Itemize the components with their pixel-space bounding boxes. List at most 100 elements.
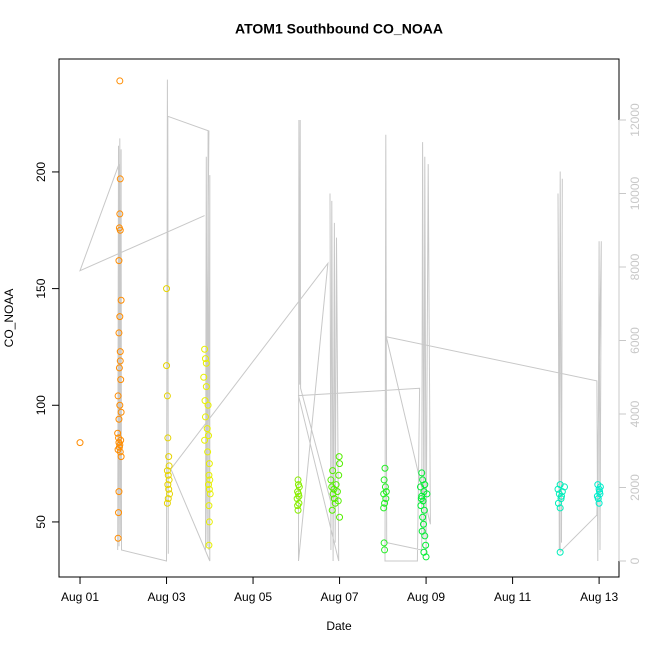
y2-tick-label: 8000 (628, 253, 642, 280)
point (200, 373, 208, 381)
point (164, 495, 172, 503)
point (417, 502, 425, 510)
point (163, 499, 171, 507)
y2-tick-label: 0 (628, 557, 642, 564)
point (557, 492, 565, 500)
point (201, 345, 209, 353)
x-tick-label: Aug 11 (494, 590, 531, 604)
point (204, 401, 212, 409)
point (116, 348, 124, 356)
point (556, 504, 564, 512)
y-tick-label: 150 (34, 278, 48, 298)
point (333, 488, 341, 496)
x-tick-label: Aug 05 (234, 590, 272, 604)
point (116, 448, 124, 456)
point (164, 471, 172, 479)
point (382, 495, 390, 503)
point (381, 499, 389, 507)
point (115, 257, 123, 265)
point (328, 506, 336, 514)
point (422, 541, 430, 549)
point (295, 492, 303, 500)
y2-tick-label: 12000 (628, 103, 642, 137)
x-tick-label: Aug 07 (321, 590, 359, 604)
point (334, 497, 342, 505)
point (596, 483, 604, 491)
x-tick-label: Aug 01 (61, 590, 99, 604)
point (114, 429, 122, 437)
point (116, 210, 124, 218)
point (205, 518, 213, 526)
x-tick-label: Aug 13 (580, 590, 618, 604)
point (163, 285, 171, 293)
point (117, 296, 125, 304)
point (419, 513, 427, 521)
x-axis-label: Date (326, 619, 352, 633)
point (163, 392, 171, 400)
point (381, 483, 389, 491)
point (163, 467, 171, 475)
point (327, 476, 335, 484)
point (116, 175, 124, 183)
point (115, 488, 123, 496)
point (556, 548, 564, 556)
point (335, 453, 343, 461)
point (417, 495, 425, 503)
point (203, 425, 211, 433)
point (204, 481, 212, 489)
point (595, 499, 603, 507)
point (381, 464, 389, 472)
point (117, 453, 125, 461)
point (335, 471, 343, 479)
point (205, 471, 213, 479)
point (205, 502, 213, 510)
point (382, 488, 390, 496)
y-tick-label: 200 (34, 162, 48, 182)
point (206, 476, 214, 484)
point (115, 329, 123, 337)
point (418, 469, 426, 477)
point (423, 490, 431, 498)
point (115, 364, 123, 372)
point (205, 460, 213, 468)
y-tick-label: 50 (34, 515, 48, 529)
point (380, 539, 388, 547)
point (204, 432, 212, 440)
point (117, 376, 125, 384)
point (114, 392, 122, 400)
point (330, 485, 338, 493)
point (421, 481, 429, 489)
point (205, 541, 213, 549)
point (116, 226, 124, 234)
point (115, 434, 123, 442)
point (202, 359, 210, 367)
y2-tick-label: 4000 (628, 400, 642, 427)
x-tick-label: Aug 09 (407, 590, 445, 604)
point (115, 443, 123, 451)
point (294, 506, 302, 514)
point (116, 313, 124, 321)
point (117, 436, 125, 444)
point (165, 476, 173, 484)
point (116, 401, 124, 409)
point (164, 434, 172, 442)
point (206, 490, 214, 498)
point (419, 520, 427, 528)
point (380, 504, 388, 512)
y-tick-label: 100 (34, 395, 48, 415)
point (201, 355, 209, 363)
altitude-line (79, 79, 602, 562)
y-axis-label: CO_NOAA (2, 289, 16, 348)
point (165, 462, 173, 470)
point (336, 513, 344, 521)
point (422, 553, 430, 561)
point (164, 481, 172, 489)
point (116, 357, 124, 365)
point (380, 476, 388, 484)
point (115, 509, 123, 517)
point (330, 495, 338, 503)
point (329, 467, 337, 475)
point (201, 436, 209, 444)
y2-tick-label: 6000 (628, 327, 642, 354)
point (560, 483, 568, 491)
